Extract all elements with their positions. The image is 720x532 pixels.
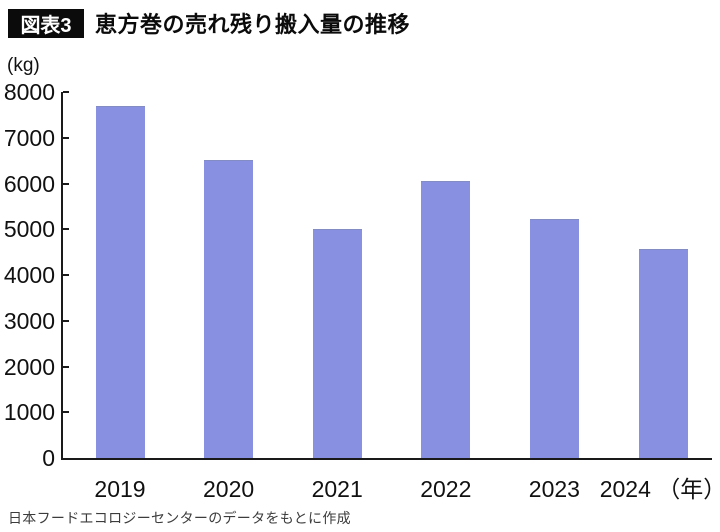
y-axis-tick (63, 365, 69, 368)
y-tick-label: 0 (42, 445, 55, 471)
bar (529, 219, 579, 458)
y-tick-label: 2000 (3, 353, 55, 380)
y-axis-tick (63, 411, 69, 414)
y-axis-tick (63, 228, 69, 231)
x-tick-label: 2021 (311, 476, 363, 502)
bar (638, 249, 688, 458)
y-tick-label: 7000 (3, 124, 55, 151)
x-tick-label: 2019 (94, 476, 146, 502)
y-axis-tick (63, 91, 69, 93)
x-tick-label: 2023 (528, 476, 580, 502)
y-tick-label: 5000 (3, 216, 55, 243)
y-axis-tick (63, 182, 69, 185)
y-tick-label: 8000 (3, 79, 55, 105)
bar (95, 106, 145, 458)
bar (312, 229, 362, 458)
y-tick-label: 3000 (3, 307, 55, 334)
plot-area: 0 1000 2000 3000 4000 5000 6000 7000 8000 2019 202… (4, 79, 720, 502)
x-tick-label: 2022 (420, 476, 472, 502)
y-axis-tick (63, 136, 69, 139)
bar (204, 160, 254, 458)
y-axis-unit-label: (kg) (7, 55, 40, 76)
y-axis-tick (63, 274, 69, 276)
figure-badge: 図表3 (8, 8, 84, 38)
figure-header: 図表3 恵方巻の売れ残り搬入量の推移 (8, 7, 410, 39)
y-tick-label: 6000 (3, 170, 55, 197)
chart-title: 恵方巻の売れ残り搬入量の推移 (95, 12, 411, 37)
y-axis-tick (63, 319, 69, 322)
y-tick-label: 4000 (3, 262, 55, 288)
y-tick-label: 1000 (3, 399, 55, 426)
x-tick-label: 2020 (203, 476, 255, 502)
x-tick-label: 2024 （年） (599, 476, 720, 502)
source-note: 日本フードエコロジーセンターのデータをもとに作成 (8, 510, 351, 526)
bar (421, 181, 471, 458)
